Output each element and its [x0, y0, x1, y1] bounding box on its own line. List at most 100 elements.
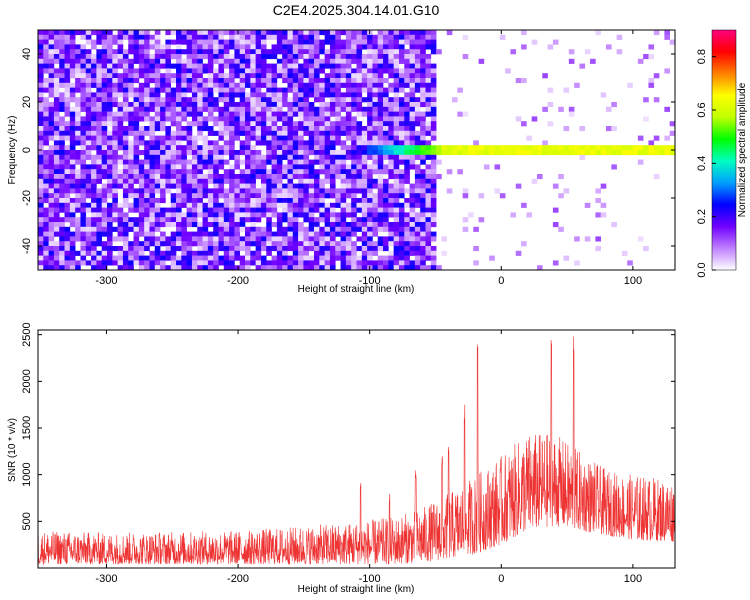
spectrogram-cell: [271, 44, 278, 50]
spectrogram-cell: [648, 54, 655, 60]
spectrogram-cell: [229, 135, 235, 141]
spectrogram-cell: [160, 102, 166, 108]
spectrogram-cell: [48, 250, 55, 256]
spectrogram-cell: [245, 246, 251, 252]
spectrogram-cell: [59, 246, 65, 252]
spectrogram-cell: [128, 246, 134, 252]
spectrogram-cell: [38, 97, 44, 103]
spectrogram-cell: [53, 207, 60, 213]
spectrogram-cell: [271, 145, 278, 151]
spectrogram-cell: [515, 183, 522, 189]
spectrogram-cell: [149, 121, 156, 127]
spectrogram-cell: [531, 145, 538, 151]
spectrogram-cell: [483, 164, 490, 170]
spectrogram-cell: [186, 135, 193, 141]
spectrogram-cell: [75, 231, 81, 237]
spectrogram-cell: [345, 145, 352, 151]
spectrogram-cell: [133, 260, 140, 266]
spectrogram-cell: [69, 130, 76, 136]
spectrogram-cell: [181, 116, 187, 122]
spectrogram-cell: [499, 150, 506, 156]
spectrogram-cell: [345, 54, 352, 60]
spectrogram-cell: [298, 236, 304, 242]
spectrogram-cell: [202, 250, 209, 256]
spectrogram-cell: [149, 169, 156, 175]
spectrogram-cell: [377, 202, 384, 208]
spectrogram-cell: [383, 222, 389, 228]
spectrogram-cell: [128, 159, 134, 165]
spectrogram-cell: [234, 111, 241, 117]
spectrogram-cell: [165, 116, 172, 122]
spectrogram-cell: [356, 121, 363, 127]
spectrogram-cell: [361, 222, 368, 228]
spectrogram-cell: [160, 174, 166, 180]
spectrogram-cell: [101, 44, 108, 50]
spectrogram-cell: [393, 188, 400, 194]
spectrogram-cell: [324, 54, 331, 60]
spectrogram-cell: [319, 97, 325, 103]
spectrogram-cell: [122, 246, 129, 252]
spectrogram-cell: [223, 126, 230, 132]
spectrogram-cell: [398, 140, 405, 146]
spectrogram-cell: [154, 135, 161, 141]
spectrogram-cell: [351, 241, 357, 247]
spectrogram-cell: [266, 97, 272, 103]
spectrogram-cell: [298, 174, 304, 180]
spectrogram-cell: [340, 231, 347, 237]
colorbar-tick-label: 0.0: [696, 262, 708, 277]
spectrogram-cell: [271, 236, 278, 242]
spectrogram-cell: [282, 250, 288, 256]
spectrogram-cell: [420, 135, 426, 141]
spectrogram-cell: [351, 34, 357, 40]
spectrogram-cell: [372, 241, 379, 247]
spectrogram-cell: [319, 154, 325, 160]
spectrogram-cell: [48, 63, 55, 69]
spectrogram-cell: [425, 106, 432, 112]
spectrogram-cell: [144, 164, 150, 170]
spectrogram-cell: [181, 154, 187, 160]
spectrogram-cell: [64, 82, 71, 88]
spectrogram-cell: [393, 246, 400, 252]
spectrogram-cell: [600, 202, 607, 208]
spectrogram-cell: [664, 106, 670, 112]
spectrogram-cell: [165, 236, 172, 242]
spectrogram-cell: [404, 178, 410, 184]
spectrogram-cell: [202, 188, 209, 194]
spectrogram-cell: [186, 68, 193, 74]
spectrogram-cell: [160, 159, 166, 165]
spectrogram-cell: [80, 202, 87, 208]
spectrogram-cell: [574, 260, 580, 266]
spectrogram-cell: [218, 212, 225, 218]
spectrogram-cell: [117, 54, 124, 60]
spectrogram-cell: [282, 231, 288, 237]
spectrogram-cell: [117, 212, 124, 218]
spectrogram-cell: [308, 68, 315, 74]
spectrogram-cell: [260, 68, 267, 74]
spectrogram-cell: [223, 145, 230, 151]
spectrogram-cell: [59, 68, 65, 74]
spectrogram-cell: [117, 169, 124, 175]
spectrogram-cell: [165, 183, 172, 189]
spectrogram-cell: [96, 178, 102, 184]
spectrogram-cell: [53, 82, 60, 88]
spectrogram-cell: [207, 63, 214, 69]
spectrogram-cell: [170, 207, 177, 213]
spectrogram-cell: [207, 236, 214, 242]
spectrogram-cell: [298, 178, 304, 184]
spectrogram-cell: [223, 150, 230, 156]
spectrogram-cell: [80, 178, 87, 184]
spectrogram-cell: [122, 183, 129, 189]
spectrogram-cell: [223, 73, 230, 79]
spectrogram-cell: [165, 217, 172, 223]
spectrogram-cell: [207, 145, 214, 151]
spectrogram-cell: [191, 92, 198, 98]
spectrogram-cell: [176, 183, 182, 189]
spectrogram-cell: [324, 250, 331, 256]
spectrogram-cell: [128, 130, 134, 136]
spectrogram-cell: [563, 87, 570, 93]
spectrogram-cell: [340, 63, 347, 69]
spectrogram-cell: [367, 121, 373, 127]
spectrogram-cell: [160, 217, 166, 223]
spectrogram-cell: [266, 49, 272, 55]
spectrogram-cell: [85, 164, 92, 170]
